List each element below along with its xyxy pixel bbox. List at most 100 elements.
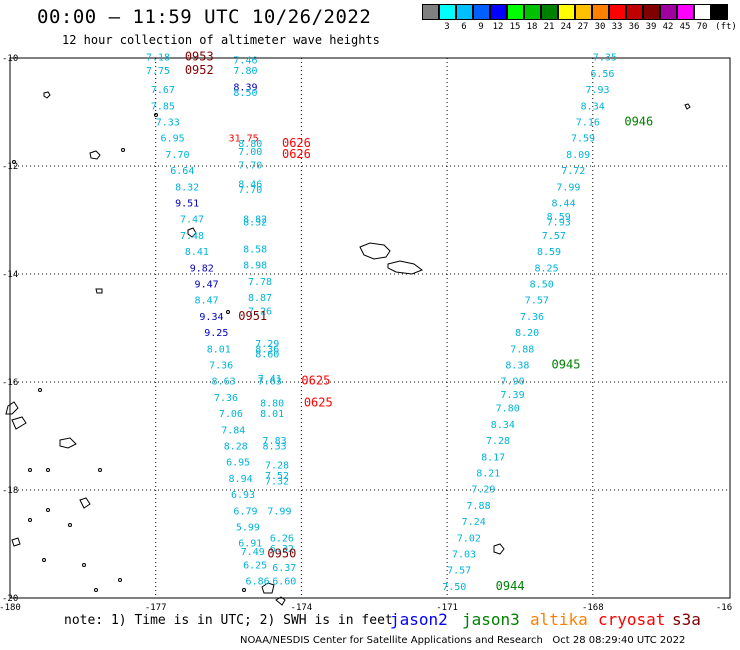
credit-agency: NOAA/NESDIS Center for Satellite Applica…	[240, 635, 543, 646]
wave-height-value: 6.91	[238, 539, 262, 550]
lon-tick-label: -177	[145, 603, 167, 613]
islet	[82, 563, 86, 567]
scale-swatch	[456, 4, 473, 20]
wave-height-value: 8.20	[515, 328, 539, 339]
wave-height-value: 7.88	[510, 344, 534, 355]
scale-swatch	[473, 4, 490, 20]
lat-lon-grid	[10, 58, 730, 598]
scale-swatch	[575, 4, 592, 20]
wave-height-value: 6.79	[233, 506, 257, 517]
wave-height-value: 7.24	[462, 517, 486, 528]
map-title: 00:00 – 11:59 UTC 10/26/2022	[37, 6, 372, 28]
pass-time-label: 0952	[185, 63, 214, 77]
wave-height-value: 7.36	[214, 393, 238, 404]
island-outline	[275, 596, 286, 606]
wave-height-value: 8.36	[255, 344, 279, 355]
wave-height-value: 7.59	[571, 134, 595, 145]
wave-height-value: 7.18	[146, 53, 170, 64]
wave-height-value: 6.37	[272, 563, 296, 574]
wave-height-value: 6.86	[246, 577, 270, 588]
scale-swatch	[592, 4, 609, 20]
pass-time-label: 0626	[282, 136, 311, 150]
wave-height-value: 9.47	[195, 280, 219, 291]
axis-labels: -180 -177 -174 -171 -168 -16 -10 -12 -14 -16 -18 -2…	[0, 54, 732, 613]
lat-tick-label: -14	[2, 270, 18, 280]
wave-height-value: 7.80	[233, 66, 257, 77]
wave-height-value: 6.32	[270, 544, 294, 555]
wave-height-value: 8.01	[260, 409, 284, 420]
islet	[68, 523, 72, 527]
islet	[121, 148, 125, 152]
islet	[42, 558, 46, 562]
wave-height-value: 8.50	[233, 88, 257, 99]
island-outline	[5, 401, 19, 415]
wave-height-value: 9.34	[199, 312, 223, 323]
scale-label: 45	[679, 22, 691, 32]
wave-height-value: 7.39	[501, 390, 525, 401]
wave-height-value: 7.63	[258, 377, 282, 388]
satellite-jason3: jason3	[462, 610, 520, 629]
wave-height-value: 8.25	[535, 263, 559, 274]
islet	[12, 160, 16, 164]
island-outline	[261, 582, 275, 594]
scale-swatch	[609, 4, 626, 20]
islet	[226, 310, 230, 314]
wave-height-value: 8.09	[566, 150, 590, 161]
wave-height-value: 6.64	[170, 166, 194, 177]
wave-height-value: 7.50	[442, 582, 466, 593]
scale-swatch	[541, 4, 558, 20]
wave-height-value: 7.36	[209, 361, 233, 372]
wave-height-value: 7.26	[248, 307, 272, 318]
wave-height-value: 7.52	[265, 471, 289, 482]
wave-height-value: 8.17	[481, 452, 505, 463]
scale-swatch	[677, 4, 694, 20]
wave-height-value: 8.58	[243, 244, 267, 255]
island-outline	[11, 416, 27, 430]
wave-height-value: 7.29	[255, 339, 279, 350]
islet	[46, 508, 50, 512]
pass-time-label: 0953	[185, 50, 214, 64]
wave-height-value: 6.26	[270, 533, 294, 544]
wave-height-value: 8.59	[537, 247, 561, 258]
wave-height-value: 31.75	[229, 134, 259, 145]
wave-height-value: 8.47	[195, 296, 219, 307]
satellite-jason2: jason2	[390, 610, 448, 629]
lat-tick-label: -10	[2, 54, 18, 64]
wave-height-value: 7.41	[258, 374, 282, 385]
islet	[98, 468, 102, 472]
wave-height-value: 7.35	[593, 53, 617, 64]
wave-height-value: 7.72	[561, 166, 585, 177]
wave-height-value: 7.46	[233, 55, 257, 66]
wave-height-value: 6.25	[243, 560, 267, 571]
wave-height-value: 8.94	[229, 474, 253, 485]
island-outline	[187, 227, 197, 238]
lon-tick-label: -180	[0, 603, 21, 613]
pass-time-label: 0950	[267, 547, 296, 561]
scale-label: 21	[543, 22, 555, 32]
islet	[28, 518, 32, 522]
wave-height-value: 8.28	[224, 442, 248, 453]
pass-time-label: 0946	[624, 115, 653, 129]
wave-height-value: 7.70	[238, 161, 262, 172]
map-subtitle: 12 hour collection of altimeter wave hei…	[62, 33, 380, 47]
wave-height-value: 8.44	[552, 199, 576, 210]
pass-time-label: 0944	[496, 579, 525, 593]
wave-height-value: 8.50	[530, 280, 554, 291]
scale-label: 3	[444, 22, 450, 32]
islet	[154, 113, 158, 117]
scale-label: 27	[577, 22, 589, 32]
wave-height-value: 7.00	[238, 147, 262, 158]
wave-height-value: 7.16	[576, 118, 600, 129]
island-outline	[359, 242, 391, 260]
scale-label: 39	[645, 22, 657, 32]
scale-swatch	[490, 4, 507, 20]
satellite-cryosat: cryosat	[598, 610, 666, 629]
scale-label: 12	[492, 22, 504, 32]
pass-time-label: 0945	[552, 358, 581, 372]
island-outline	[79, 497, 91, 509]
wave-height-value: 8.39	[233, 82, 257, 93]
wave-height-value: 7.67	[151, 85, 175, 96]
wave-height-value: 8.38	[505, 361, 529, 372]
wave-height-value: 7.99	[267, 506, 291, 517]
islet	[94, 588, 98, 592]
